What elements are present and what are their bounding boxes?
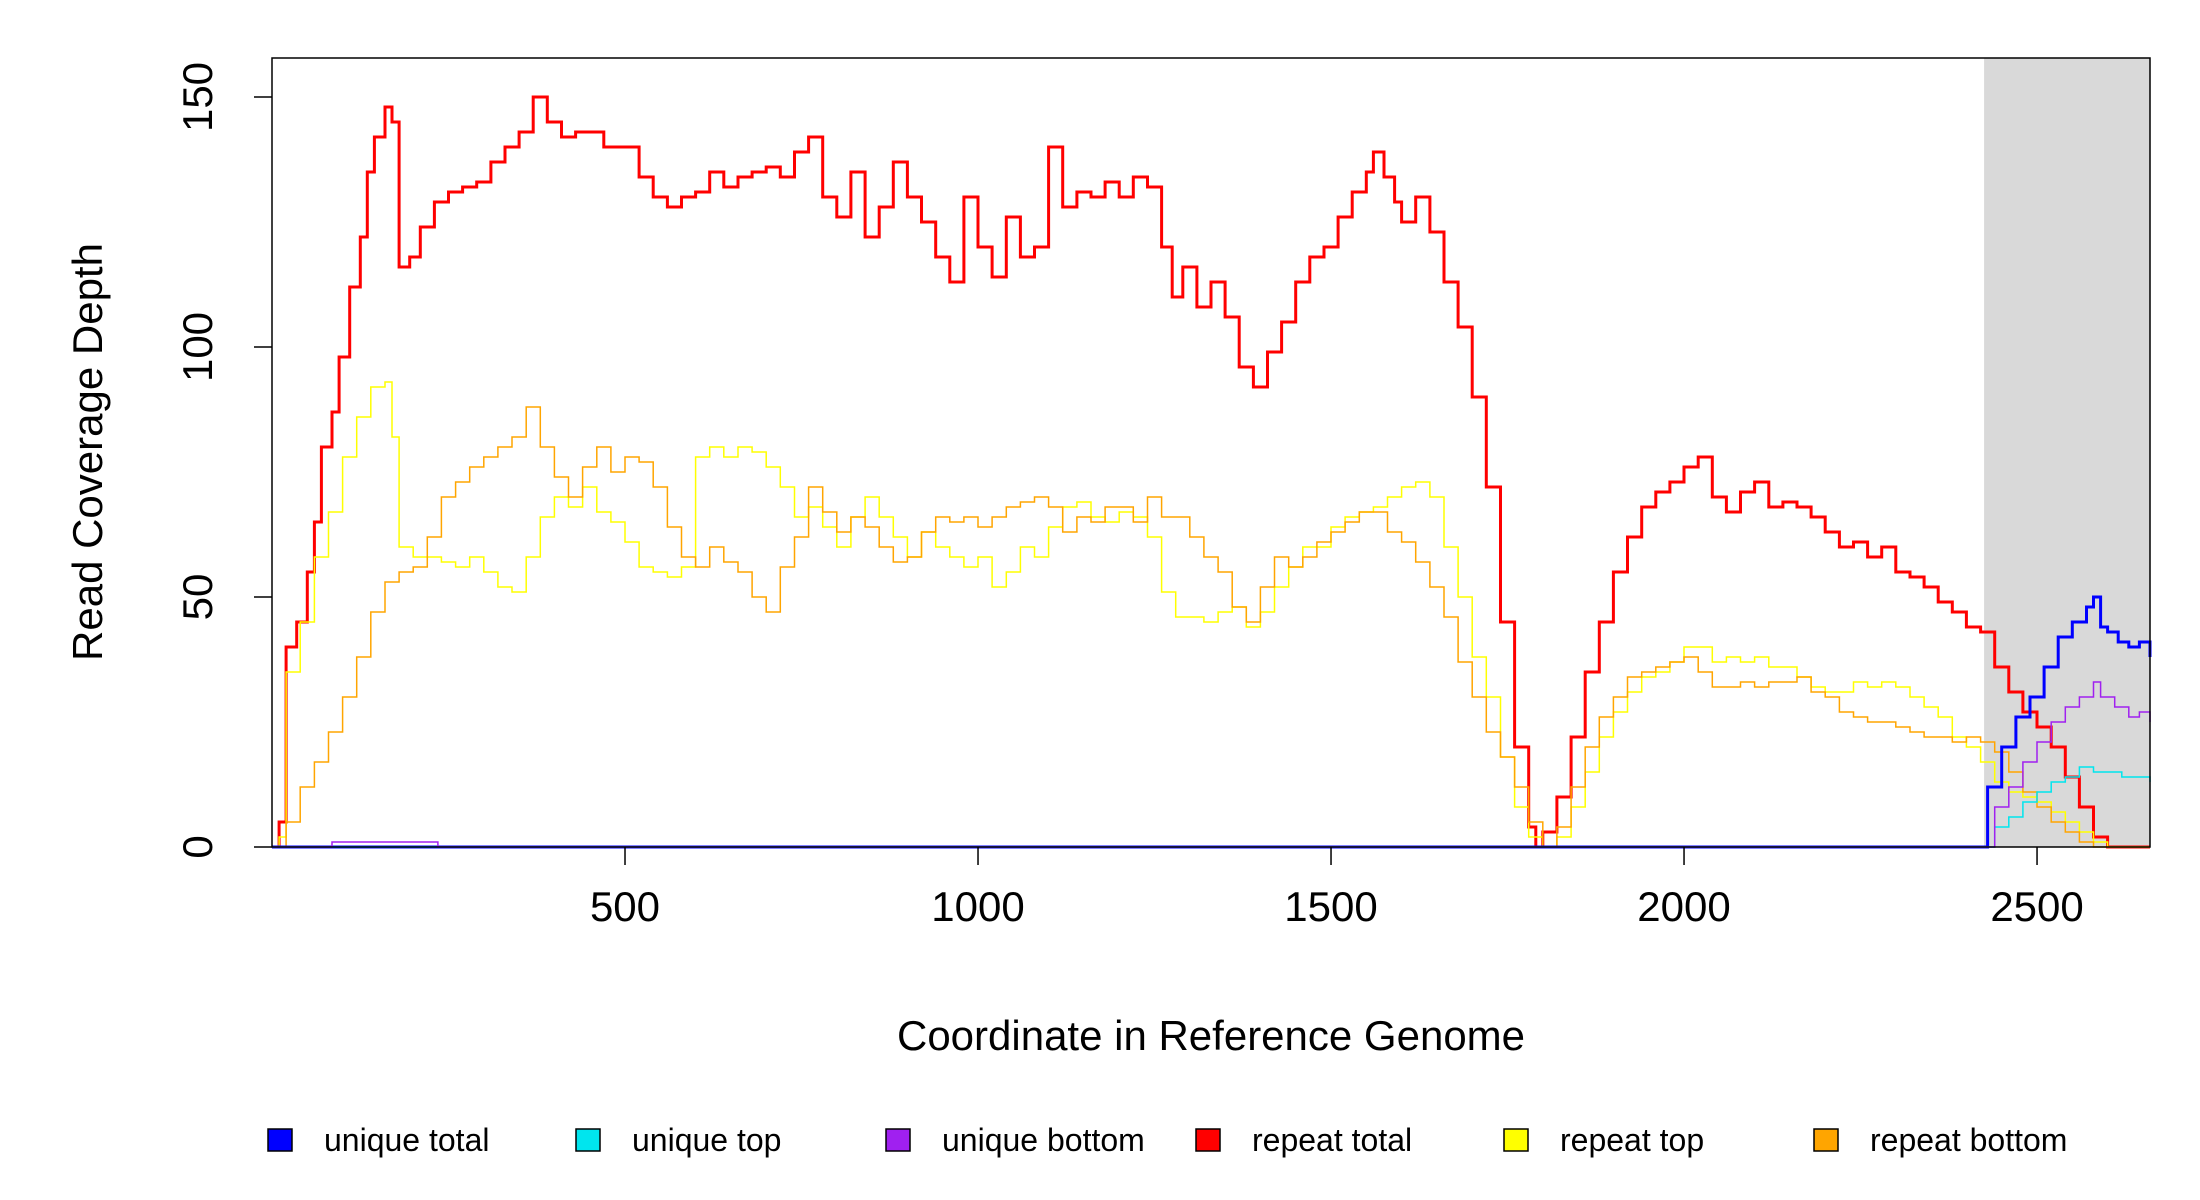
- x-tick-label: 2000: [1637, 883, 1730, 930]
- series-line-repeat-total: [272, 95, 2150, 849]
- series-line-repeat-bottom: [272, 406, 2150, 848]
- legend-label-unique-total: unique total: [324, 1122, 489, 1158]
- legend: unique total unique top unique bottom repea…: [267, 1122, 2067, 1158]
- x-axis-title: Coordinate in Reference Genome: [897, 1012, 1525, 1059]
- series-layer: [272, 95, 2152, 849]
- series-line-unique-bottom: [272, 681, 2151, 848]
- y-tick-label: 150: [174, 62, 221, 132]
- y-tick-label: 100: [174, 312, 221, 382]
- legend-label-repeat-bottom: repeat bottom: [1870, 1122, 2067, 1158]
- plot-frame: [271, 57, 2151, 848]
- y-axis-title: Read Coverage Depth: [64, 243, 111, 661]
- legend-label-repeat-top: repeat top: [1560, 1122, 1704, 1158]
- x-axis: 500 1000 1500 2000 2500: [590, 847, 2084, 930]
- x-tick-label: 2500: [1990, 883, 2083, 930]
- legend-swatch-unique-bottom: [885, 1128, 911, 1152]
- legend-label-unique-bottom: unique bottom: [942, 1122, 1145, 1158]
- shaded-region-layer: [1984, 58, 2150, 847]
- y-tick-label: 50: [174, 574, 221, 621]
- series-line-unique-top: [272, 766, 2151, 848]
- legend-label-repeat-total: repeat total: [1252, 1122, 1412, 1158]
- y-tick-label: 0: [174, 835, 221, 858]
- series-line-unique-total: [272, 595, 2152, 849]
- x-tick-label: 1000: [931, 883, 1024, 930]
- legend-label-unique-top: unique top: [632, 1122, 781, 1158]
- legend-swatch-unique-total: [267, 1128, 293, 1152]
- legend-swatch-repeat-top: [1503, 1128, 1529, 1152]
- y-axis: 0 50 100 150: [174, 62, 272, 859]
- legend-swatch-unique-top: [575, 1128, 601, 1152]
- legend-swatch-repeat-total: [1195, 1128, 1221, 1152]
- shaded-region: [1984, 58, 2150, 847]
- x-tick-label: 500: [590, 883, 660, 930]
- legend-swatch-repeat-bottom: [1813, 1128, 1839, 1152]
- x-tick-label: 1500: [1284, 883, 1377, 930]
